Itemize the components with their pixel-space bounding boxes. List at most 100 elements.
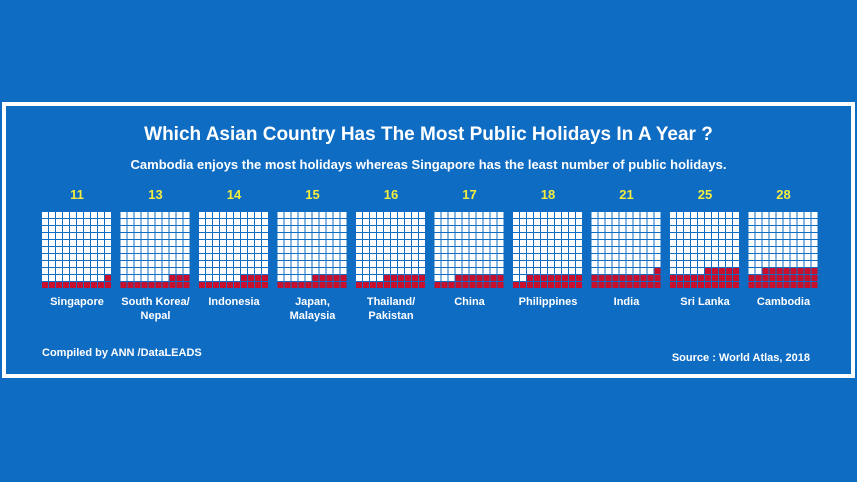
empty-cell bbox=[490, 254, 497, 260]
empty-cell bbox=[726, 261, 732, 267]
holiday-cell bbox=[548, 275, 554, 281]
empty-cell bbox=[684, 219, 690, 225]
empty-cell bbox=[262, 212, 268, 218]
empty-cell bbox=[363, 268, 369, 274]
holiday-cell bbox=[49, 282, 55, 288]
empty-cell bbox=[326, 261, 333, 267]
empty-cell bbox=[312, 226, 319, 232]
holiday-cell bbox=[377, 282, 383, 288]
empty-cell bbox=[684, 261, 690, 267]
holiday-cell bbox=[476, 275, 483, 281]
empty-cell bbox=[534, 226, 540, 232]
empty-cell bbox=[363, 219, 369, 225]
holiday-cell bbox=[183, 275, 190, 281]
empty-cell bbox=[356, 233, 362, 239]
empty-cell bbox=[483, 254, 490, 260]
empty-cell bbox=[148, 268, 155, 274]
holiday-cell bbox=[541, 275, 547, 281]
holiday-cell bbox=[726, 282, 732, 288]
empty-cell bbox=[141, 226, 148, 232]
empty-cell bbox=[333, 254, 340, 260]
empty-cell bbox=[497, 219, 504, 225]
empty-cell bbox=[476, 254, 483, 260]
empty-cell bbox=[691, 261, 697, 267]
empty-cell bbox=[605, 212, 612, 218]
empty-cell bbox=[312, 254, 319, 260]
empty-cell bbox=[405, 233, 411, 239]
empty-cell bbox=[776, 226, 783, 232]
empty-cell bbox=[762, 254, 769, 260]
empty-cell bbox=[497, 261, 504, 267]
empty-cell bbox=[569, 247, 575, 253]
empty-cell bbox=[541, 219, 547, 225]
empty-cell bbox=[356, 226, 362, 232]
value-label: 28 bbox=[776, 187, 791, 202]
empty-cell bbox=[677, 226, 683, 232]
empty-cell bbox=[462, 254, 469, 260]
empty-cell bbox=[804, 261, 811, 267]
empty-cell bbox=[319, 240, 326, 246]
empty-cell bbox=[141, 240, 148, 246]
empty-cell bbox=[534, 219, 540, 225]
empty-cell bbox=[127, 247, 134, 253]
empty-cell bbox=[105, 261, 111, 267]
empty-cell bbox=[377, 261, 383, 267]
empty-cell bbox=[384, 212, 390, 218]
empty-cell bbox=[612, 261, 619, 267]
empty-cell bbox=[213, 233, 219, 239]
empty-cell bbox=[591, 268, 598, 274]
empty-cell bbox=[555, 240, 561, 246]
empty-cell bbox=[134, 254, 141, 260]
empty-cell bbox=[733, 240, 739, 246]
empty-cell bbox=[562, 254, 568, 260]
empty-cell bbox=[391, 254, 397, 260]
empty-cell bbox=[490, 240, 497, 246]
holiday-cell bbox=[647, 275, 654, 281]
empty-cell bbox=[434, 219, 441, 225]
empty-cell bbox=[213, 275, 219, 281]
empty-cell bbox=[476, 268, 483, 274]
empty-cell bbox=[520, 261, 526, 267]
empty-cell bbox=[384, 226, 390, 232]
empty-cell bbox=[576, 268, 582, 274]
empty-cell bbox=[633, 233, 640, 239]
empty-cell bbox=[434, 254, 441, 260]
empty-cell bbox=[448, 268, 455, 274]
empty-cell bbox=[476, 219, 483, 225]
empty-cell bbox=[84, 233, 90, 239]
empty-cell bbox=[462, 268, 469, 274]
empty-cell bbox=[169, 240, 176, 246]
empty-cell bbox=[448, 233, 455, 239]
empty-cell bbox=[162, 261, 169, 267]
holiday-cell bbox=[497, 275, 504, 281]
holiday-cell bbox=[340, 282, 347, 288]
empty-cell bbox=[49, 254, 55, 260]
empty-cell bbox=[241, 219, 247, 225]
empty-cell bbox=[391, 247, 397, 253]
empty-cell bbox=[105, 240, 111, 246]
empty-cell bbox=[234, 261, 240, 267]
empty-cell bbox=[312, 240, 319, 246]
empty-cell bbox=[183, 226, 190, 232]
empty-cell bbox=[220, 275, 226, 281]
empty-cell bbox=[476, 226, 483, 232]
empty-cell bbox=[654, 212, 661, 218]
empty-cell bbox=[255, 268, 261, 274]
empty-cell bbox=[241, 261, 247, 267]
empty-cell bbox=[206, 254, 212, 260]
empty-cell bbox=[312, 268, 319, 274]
empty-cell bbox=[206, 212, 212, 218]
holiday-cell bbox=[776, 282, 783, 288]
empty-cell bbox=[398, 219, 404, 225]
empty-cell bbox=[619, 233, 626, 239]
holiday-cell bbox=[462, 275, 469, 281]
empty-cell bbox=[733, 261, 739, 267]
empty-cell bbox=[63, 261, 69, 267]
holiday-cell bbox=[790, 275, 797, 281]
empty-cell bbox=[647, 261, 654, 267]
empty-cell bbox=[612, 240, 619, 246]
empty-cell bbox=[548, 226, 554, 232]
empty-cell bbox=[248, 261, 254, 267]
empty-cell bbox=[120, 219, 127, 225]
holiday-cell bbox=[612, 282, 619, 288]
